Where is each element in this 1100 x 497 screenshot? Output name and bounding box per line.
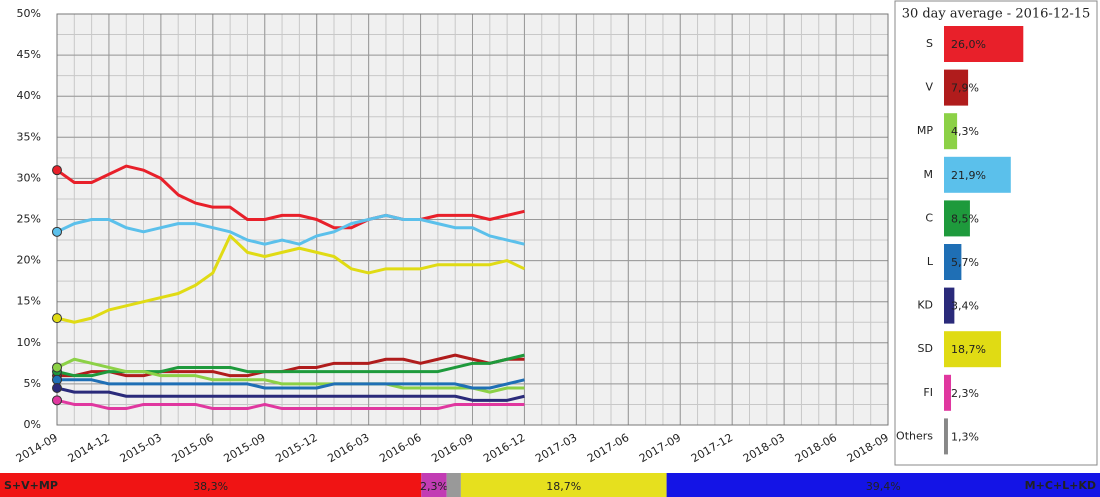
- x-tick-label: 2016-03: [325, 431, 371, 465]
- y-tick-label: 50%: [17, 7, 41, 20]
- x-tick-label: 2014-12: [66, 431, 112, 465]
- series-line: [56, 213, 525, 246]
- value-label: 2,3%: [951, 387, 979, 400]
- series-line: [57, 378, 525, 390]
- y-tick-label: 40%: [17, 89, 41, 102]
- x-tick-label: 2015-12: [273, 431, 319, 465]
- y-tick-label: 30%: [17, 171, 41, 184]
- average-panel: [894, 0, 1098, 466]
- bar: [944, 244, 962, 280]
- x-tick-label: 2015-03: [118, 431, 164, 465]
- start-marker: [52, 395, 62, 406]
- segment: [666, 473, 1100, 497]
- category-label: C: [925, 211, 933, 224]
- bar: [944, 26, 1024, 62]
- x-tick-label: 2014-09: [14, 431, 60, 465]
- segment: [460, 473, 667, 497]
- segment-label: 18,7%: [546, 480, 581, 493]
- y-tick-label: 20%: [17, 254, 41, 267]
- value-label: 18,7%: [951, 343, 986, 356]
- y-tick-label: 25%: [17, 213, 41, 226]
- bar: [944, 113, 958, 150]
- start-marker: [52, 362, 62, 373]
- series-line: [56, 386, 525, 402]
- series-line: [56, 234, 526, 324]
- x-tick-label: 2017-03: [533, 431, 579, 465]
- category-label: V: [925, 81, 933, 94]
- x-tick-label: 2018-03: [741, 431, 787, 465]
- segment-label: 2,3%: [420, 480, 448, 493]
- plot-border: [56, 13, 889, 426]
- category-label: Others: [896, 429, 933, 442]
- value-label: 8,5%: [951, 212, 979, 225]
- y-tick-label: 10%: [17, 336, 41, 349]
- y-tick-label: 15%: [17, 295, 41, 308]
- value-label: 1,3%: [951, 430, 979, 443]
- y-tick-label: 5%: [24, 377, 41, 390]
- value-label: 4,3%: [951, 125, 979, 138]
- category-label: L: [927, 255, 934, 268]
- start-marker: [52, 313, 62, 324]
- segment: [446, 473, 461, 497]
- category-label: KD: [917, 299, 933, 312]
- x-tick-label: 2017-09: [637, 431, 683, 465]
- y-tick-label: 35%: [17, 130, 41, 143]
- series-line: [57, 353, 525, 378]
- value-label: 5,7%: [951, 256, 979, 269]
- value-label: 26,0%: [951, 38, 986, 51]
- bar: [944, 374, 952, 411]
- series-line: [56, 398, 525, 411]
- segment-label: 38,3%: [193, 480, 228, 493]
- x-tick-label: 2016-06: [377, 431, 423, 465]
- value-label: 7,9%: [951, 82, 979, 95]
- segment: [421, 473, 447, 497]
- segment: [0, 473, 422, 497]
- category-label: S: [926, 37, 933, 50]
- bar: [944, 418, 948, 455]
- bar: [944, 156, 1011, 193]
- bar: [944, 200, 970, 237]
- panel-title: 30 day average - 2016-12-15: [902, 7, 1091, 22]
- start-marker: [52, 226, 62, 237]
- left-label: S+V+MP: [4, 479, 58, 492]
- x-tick-label: 2015-06: [170, 431, 216, 465]
- series-line: [56, 357, 525, 394]
- value-label: 3,4%: [951, 300, 979, 313]
- segment-label: 39,4%: [866, 480, 901, 493]
- x-tick-label: 2016-12: [481, 431, 527, 465]
- right-label: M+C+L+KD: [1025, 479, 1096, 492]
- bar: [944, 331, 1002, 368]
- start-marker: [52, 374, 62, 385]
- x-tick-label: 2016-09: [429, 431, 475, 465]
- series-line: [56, 164, 525, 230]
- bar: [944, 287, 955, 324]
- y-tick-label: 45%: [17, 48, 41, 61]
- x-tick-label: 2017-06: [585, 431, 631, 465]
- category-label: FI: [923, 386, 933, 399]
- x-tick-label: 2015-09: [221, 431, 267, 465]
- bar: [944, 69, 969, 106]
- category-label: MP: [917, 124, 933, 137]
- category-label: M: [924, 168, 934, 181]
- category-label: SD: [918, 342, 933, 355]
- start-marker: [52, 383, 62, 394]
- x-tick-label: 2018-09: [845, 431, 891, 465]
- x-tick-label: 2017-12: [689, 431, 735, 465]
- y-tick-label: 0%: [24, 418, 41, 431]
- start-marker: [52, 165, 62, 176]
- x-tick-label: 2018-06: [793, 431, 839, 465]
- value-label: 21,9%: [951, 169, 986, 182]
